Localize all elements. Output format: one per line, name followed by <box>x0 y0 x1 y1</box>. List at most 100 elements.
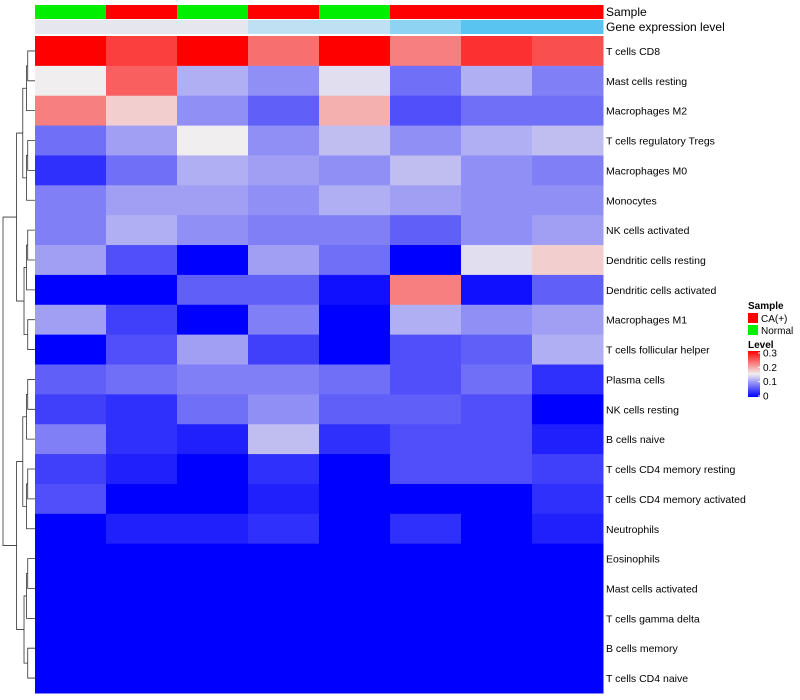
legend-level-title: Level <box>748 340 774 351</box>
heatmap-cell <box>177 663 249 694</box>
row-label: T cells regulatory Tregs <box>606 136 715 148</box>
heatmap-cell <box>177 36 249 67</box>
heatmap-cell <box>106 364 178 395</box>
heatmap-cell <box>532 245 604 276</box>
heatmap-cell <box>248 454 320 485</box>
heatmap-cell <box>35 543 107 575</box>
heatmap-cell <box>319 454 391 485</box>
row-label: T cells CD4 naive <box>606 673 688 685</box>
heatmap-cell <box>248 245 320 276</box>
heatmap-cell <box>35 245 107 276</box>
heatmap-cell <box>390 185 462 216</box>
heatmap-cell <box>248 155 320 186</box>
row-label: T cells follicular helper <box>606 345 710 357</box>
heatmap-cell <box>532 513 604 545</box>
expression-annotation-cell <box>106 20 178 34</box>
row-label: Eosinophils <box>606 554 660 566</box>
heatmap-cell <box>106 454 178 485</box>
dendrogram-branch <box>22 87 27 179</box>
legend-swatch-normal <box>748 325 758 335</box>
sample-annotation-cell <box>390 5 462 19</box>
heatmap-cell <box>461 36 533 67</box>
heatmap-cell <box>390 95 462 127</box>
heatmap-cell <box>177 394 249 425</box>
heatmap-cell <box>319 95 391 127</box>
sample-annotation-cell <box>106 5 178 19</box>
row-label: Macrophages M1 <box>606 315 687 327</box>
heatmap-cell <box>106 603 178 634</box>
heatmap-cell <box>532 633 604 664</box>
dendrogram-branch <box>27 140 35 171</box>
heatmap-cells <box>35 36 604 694</box>
heatmap-cell <box>390 424 462 455</box>
heatmap-cell <box>35 185 107 216</box>
dendrogram-branch <box>27 558 35 589</box>
heatmap-cell <box>35 274 107 306</box>
heatmap-cell <box>177 633 249 664</box>
heatmap-cell <box>390 36 462 67</box>
heatmap-cell <box>532 155 604 186</box>
expression-annotation-label: Gene expression level <box>606 20 725 34</box>
heatmap-cell <box>177 543 249 575</box>
heatmap-cell <box>461 603 533 634</box>
heatmap-cell <box>461 65 533 97</box>
row-label: NK cells resting <box>606 404 679 416</box>
heatmap-cell <box>248 663 320 694</box>
heatmap-cell <box>248 424 320 455</box>
heatmap-cell <box>390 633 462 664</box>
row-label: NK cells activated <box>606 225 690 237</box>
heatmap-cell <box>248 394 320 425</box>
heatmap-cell <box>106 424 178 455</box>
heatmap-cell <box>35 304 107 336</box>
heatmap-cell <box>532 185 604 216</box>
heatmap-cell <box>35 424 107 455</box>
heatmap-cell <box>319 424 391 455</box>
heatmap-cell <box>461 543 533 575</box>
heatmap-cell <box>390 245 462 276</box>
heatmap-cell <box>35 603 107 634</box>
legend-label-ca: CA(+) <box>761 314 787 325</box>
row-label: Macrophages M0 <box>606 165 687 177</box>
row-label: Plasma cells <box>606 374 665 386</box>
heatmap-cell <box>35 394 107 425</box>
row-label: T cells gamma delta <box>606 613 700 625</box>
dendrogram-branch <box>23 595 28 664</box>
heatmap-cell <box>106 573 178 604</box>
heatmap-cell <box>177 573 249 604</box>
heatmap-cell <box>106 95 178 127</box>
heatmap-cell <box>177 245 249 276</box>
heatmap-cell <box>390 543 462 575</box>
sample-annotation-label: Sample <box>606 5 647 19</box>
row-label: Neutrophils <box>606 524 659 536</box>
heatmap-cell <box>461 274 533 306</box>
heatmap-cell <box>461 633 533 664</box>
heatmap-cell <box>248 36 320 67</box>
heatmap-cell <box>248 95 320 127</box>
heatmap-cell <box>319 215 391 246</box>
heatmap-cell <box>177 454 249 485</box>
heatmap-cell <box>390 394 462 425</box>
expression-annotation-cell <box>532 20 604 34</box>
heatmap-cell <box>106 155 178 186</box>
heatmap-cell <box>319 304 391 336</box>
heatmap-cell <box>532 334 604 365</box>
level-tick-label: 0 <box>763 392 769 403</box>
heatmap-cell <box>106 633 178 664</box>
row-label: Monocytes <box>606 195 657 207</box>
heatmap-cell <box>319 364 391 395</box>
heatmap-cell <box>461 215 533 246</box>
heatmap-cell <box>35 364 107 395</box>
heatmap-cell <box>319 125 391 156</box>
row-label: B cells naive <box>606 434 665 446</box>
heatmap-cell <box>532 663 604 694</box>
heatmap-cell <box>177 513 249 545</box>
dendrogram-branch <box>2 216 17 546</box>
heatmap-cell <box>35 633 107 664</box>
heatmap-cell <box>35 215 107 246</box>
heatmap-cell <box>248 215 320 246</box>
heatmap-cell <box>461 573 533 604</box>
heatmap-cell <box>248 125 320 156</box>
legend-sample-title: Sample <box>748 301 784 312</box>
expression-annotation-cell <box>390 20 462 34</box>
heatmap-cell <box>461 394 533 425</box>
